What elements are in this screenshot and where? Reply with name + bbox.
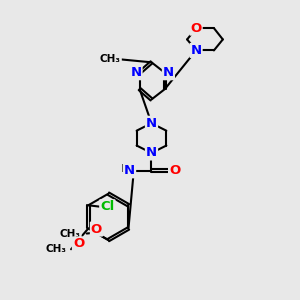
Text: O: O [73,237,84,250]
Text: CH₃: CH₃ [46,244,67,254]
Text: O: O [91,223,102,236]
Text: H: H [122,164,131,174]
Text: N: N [130,66,142,79]
Text: N: N [163,66,174,79]
Text: N: N [146,117,157,130]
Text: O: O [169,164,180,177]
Text: CH₃: CH₃ [100,54,121,64]
Text: N: N [190,44,202,57]
Text: N: N [146,146,157,160]
Text: N: N [124,164,135,177]
Text: O: O [190,22,202,34]
Text: Cl: Cl [100,200,115,213]
Text: CH₃: CH₃ [60,229,81,238]
